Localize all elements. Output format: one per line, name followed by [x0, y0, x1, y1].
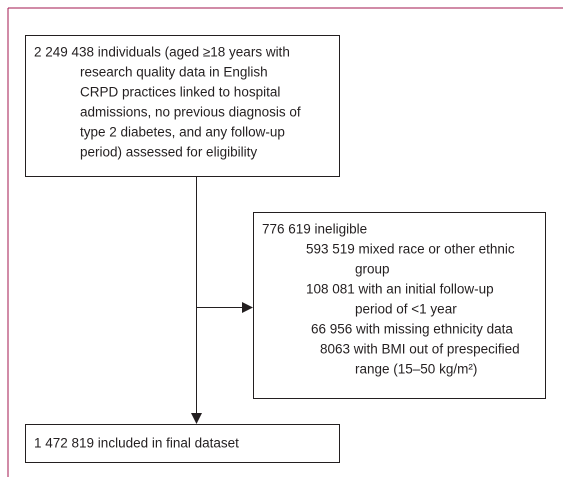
box-line: CRPD practices linked to hospital: [80, 85, 280, 100]
box-line: 593 519 mixed race or other ethnic: [306, 242, 515, 257]
box-line: 8063 with BMI out of prespecified: [320, 342, 520, 357]
arrowhead: [242, 302, 253, 313]
box-line: 108 081 with an initial follow-up: [306, 282, 494, 297]
box-line: 1 472 819 included in final dataset: [34, 436, 239, 451]
ineligible-box: [253, 212, 546, 399]
box-line: type 2 diabetes, and any follow-up: [80, 125, 285, 140]
box-line: period) assessed for eligibility: [80, 145, 257, 160]
box-line: 776 619 ineligible: [262, 222, 367, 237]
arrowhead: [191, 413, 202, 424]
box-line: 66 956 with missing ethnicity data: [311, 322, 513, 337]
box-line: admissions, no previous diagnosis of: [80, 105, 301, 120]
box-line: group: [355, 262, 390, 277]
box-line: period of <1 year: [355, 302, 457, 317]
box-line: range (15–50 kg/m²): [355, 362, 477, 377]
eligibility-box: [25, 35, 340, 177]
box-line: 2 249 438 individuals (aged ≥18 years wi…: [34, 45, 290, 60]
box-line: research quality data in English: [80, 65, 268, 80]
included-box: [25, 424, 340, 463]
